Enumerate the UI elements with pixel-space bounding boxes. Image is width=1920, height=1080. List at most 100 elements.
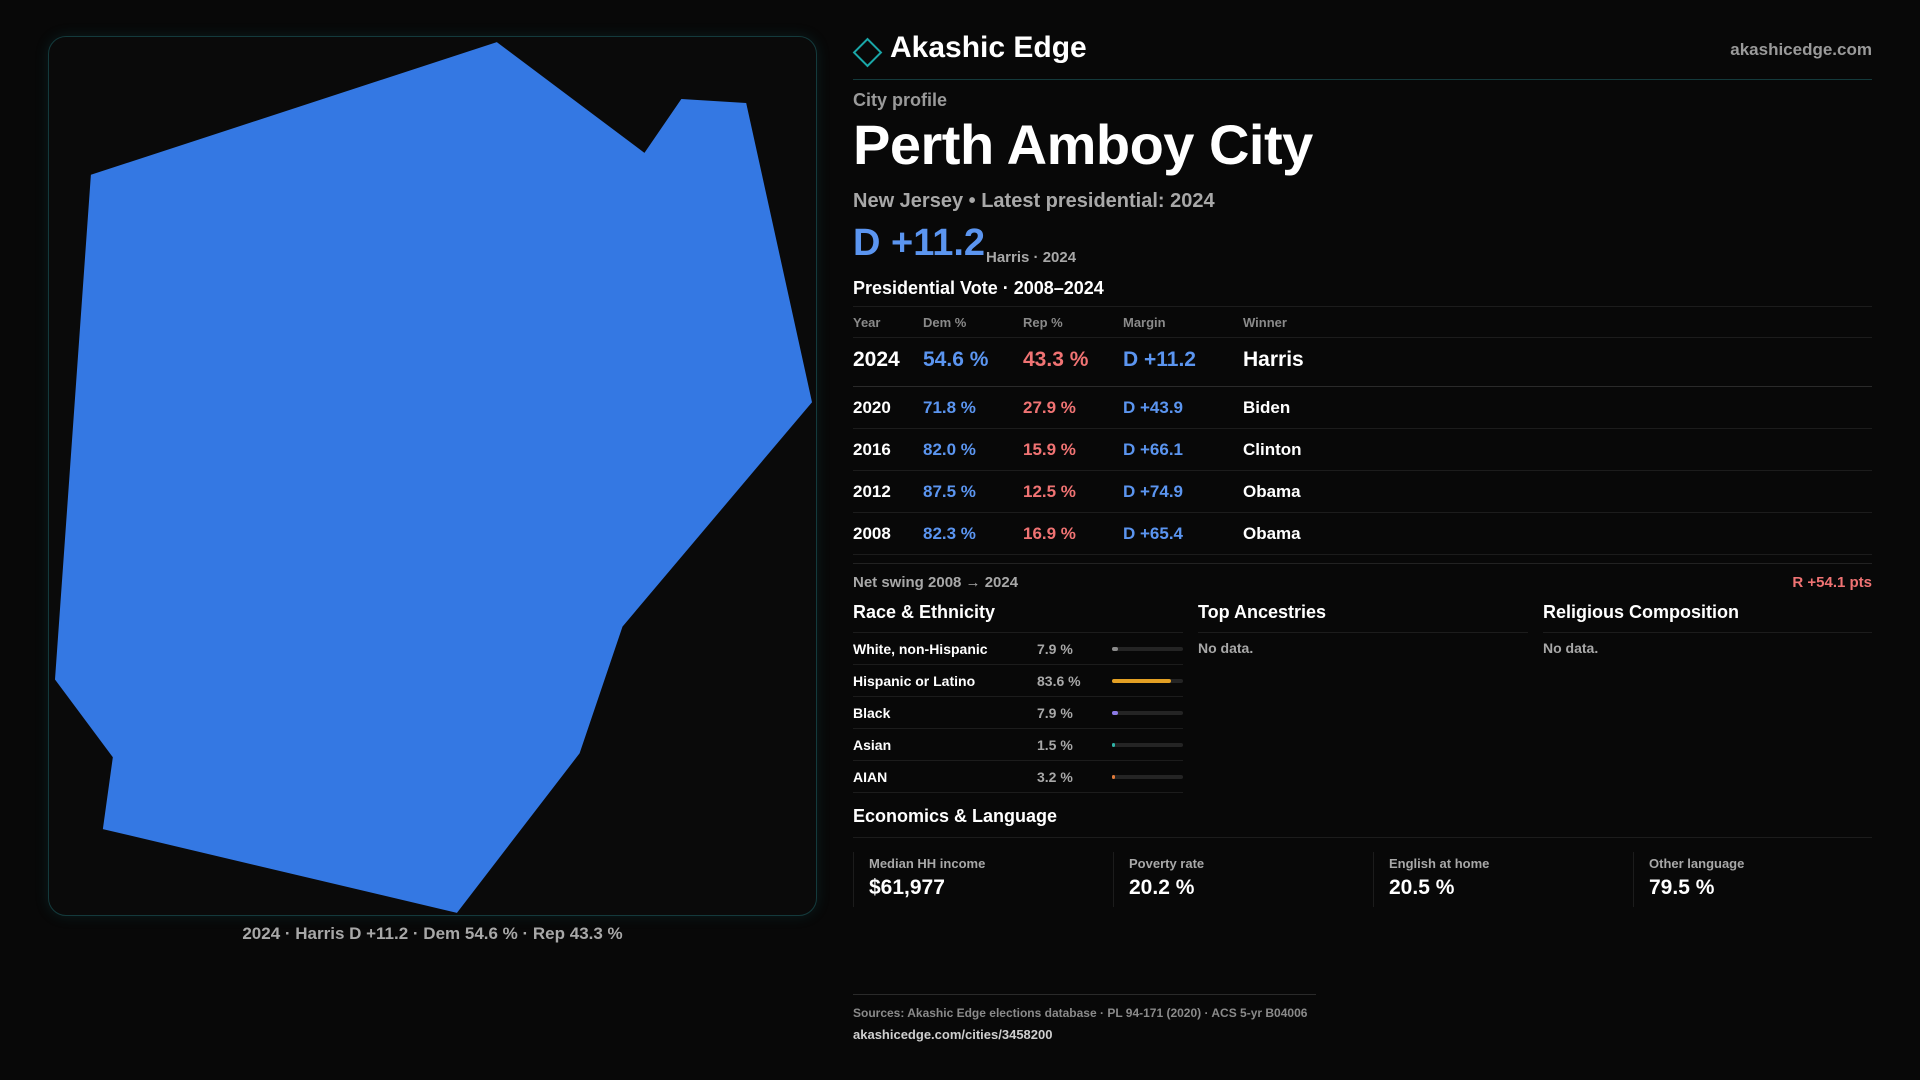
race-ethnicity-title: Race & Ethnicity	[853, 602, 996, 622]
stat-value: 20.5 %	[1389, 876, 1455, 899]
stat-label: Other language	[1649, 856, 1745, 871]
row-rep-pct: 16.9 %	[1023, 524, 1076, 543]
stat-english-at-home: English at home 20.5 %	[1373, 852, 1627, 907]
stat-other-language: Other language 79.5 %	[1633, 852, 1887, 907]
diamond-logo-icon	[852, 37, 883, 68]
economics-title: Economics & Language	[853, 806, 1058, 826]
table-header: Year Dem % Rep % Margin Winner	[853, 307, 1872, 338]
city-boundary-shape	[54, 42, 813, 913]
race-name: Hispanic or Latino	[853, 673, 976, 689]
vote-table-title: Presidential Vote · 2008–2024	[853, 278, 1104, 298]
brand-header: Akashic Edge akashicedge.com	[852, 28, 1872, 80]
race-name: Asian	[853, 737, 892, 753]
stat-label: Median HH income	[869, 856, 986, 871]
race-bar-track	[1112, 775, 1183, 779]
column-header-winner: Winner	[1243, 315, 1287, 330]
list-item: White, non-Hispanic 7.9 %	[853, 633, 1183, 665]
stat-value: 20.2 %	[1129, 876, 1195, 899]
ancestries-empty: No data.	[1198, 640, 1254, 656]
brand-name: Akashic Edge	[890, 31, 1087, 64]
stat-label: Poverty rate	[1129, 856, 1205, 871]
column-header-year: Year	[853, 315, 881, 330]
race-pct: 83.6 %	[1037, 673, 1081, 689]
table-row: 2016 82.0 % 15.9 % D +66.1 Clinton	[853, 429, 1872, 471]
profile-column: Akashic Edge akashicedge.com City profil…	[852, 0, 1872, 1080]
column-header-margin: Margin	[1123, 315, 1166, 330]
list-item: Black 7.9 %	[853, 697, 1183, 729]
column-header-dem: Dem %	[923, 315, 967, 330]
race-name: AIAN	[853, 769, 888, 785]
net-swing-row: Net swing 2008 → 2024 R +54.1 pts	[853, 563, 1872, 591]
table-row: 2020 71.8 % 27.9 % D +43.9 Biden	[853, 387, 1872, 429]
row-dem-pct: 54.6 %	[923, 348, 989, 371]
profile-kicker: City profile	[853, 90, 948, 110]
footer-sources: Sources: Akashic Edge elections database…	[853, 1006, 1308, 1020]
city-boundary-map	[54, 42, 813, 913]
table-row: 2024 54.6 % 43.3 % D +11.2 Harris	[853, 338, 1872, 387]
race-bar-fill	[1112, 647, 1118, 651]
stat-label: English at home	[1389, 856, 1490, 871]
page-title: Perth Amboy City	[853, 113, 1313, 176]
row-rep-pct: 27.9 %	[1023, 398, 1076, 417]
religion-empty: No data.	[1543, 640, 1599, 656]
row-winner: Obama	[1243, 524, 1301, 543]
brand-url-link[interactable]: akashicedge.com	[1730, 40, 1872, 59]
column-header-rep: Rep %	[1023, 315, 1063, 330]
race-bar-track	[1112, 679, 1183, 683]
row-rep-pct: 15.9 %	[1023, 440, 1076, 459]
table-row: 2008 82.3 % 16.9 % D +65.4 Obama	[853, 513, 1872, 555]
row-rep-pct: 43.3 %	[1023, 348, 1089, 371]
race-bar-fill	[1112, 775, 1115, 779]
footer-url-link[interactable]: akashicedge.com/cities/3458200	[853, 1027, 1053, 1042]
row-year: 2012	[853, 482, 891, 501]
row-winner: Biden	[1243, 398, 1291, 417]
latest-margin-note: Harris · 2024	[986, 249, 1077, 266]
row-rep-pct: 12.5 %	[1023, 482, 1076, 501]
stat-value: $61,977	[869, 876, 945, 899]
row-dem-pct: 82.0 %	[923, 440, 976, 459]
stat-poverty-rate: Poverty rate 20.2 %	[1113, 852, 1367, 907]
list-item: Asian 1.5 %	[853, 729, 1183, 761]
race-bar-fill	[1112, 679, 1172, 683]
race-pct: 7.9 %	[1037, 705, 1073, 721]
row-dem-pct: 71.8 %	[923, 398, 976, 417]
footer: Sources: Akashic Edge elections database…	[853, 994, 1316, 1042]
divider	[1198, 632, 1528, 633]
race-bar-fill	[1112, 711, 1118, 715]
row-year: 2024	[853, 348, 900, 371]
ancestries-title: Top Ancestries	[1198, 602, 1327, 622]
row-year: 2008	[853, 524, 891, 543]
net-swing-value: R +54.1 pts	[1792, 574, 1872, 591]
row-margin: D +66.1	[1123, 440, 1184, 459]
row-winner: Clinton	[1243, 440, 1302, 459]
latest-margin: D +11.2	[853, 222, 986, 264]
profile-subtitle: New Jersey • Latest presidential: 2024	[853, 190, 1215, 212]
race-pct: 1.5 %	[1037, 737, 1073, 753]
divider	[1543, 632, 1872, 633]
race-bar-fill	[1112, 743, 1115, 747]
race-bar-track	[1112, 743, 1183, 747]
race-pct: 3.2 %	[1037, 769, 1073, 785]
row-year: 2016	[853, 440, 891, 459]
race-name: Black	[853, 705, 891, 721]
row-margin: D +74.9	[1123, 482, 1184, 501]
race-bar-track	[1112, 711, 1183, 715]
economics-stats: Median HH income $61,977 Poverty rate 20…	[853, 852, 1872, 907]
list-item: Hispanic or Latino 83.6 %	[853, 665, 1183, 697]
race-bar-track	[1112, 647, 1183, 651]
row-dem-pct: 87.5 %	[923, 482, 976, 501]
row-dem-pct: 82.3 %	[923, 524, 976, 543]
race-pct: 7.9 %	[1037, 641, 1073, 657]
list-item: AIAN 3.2 %	[853, 761, 1183, 793]
row-margin: D +43.9	[1123, 398, 1184, 417]
map-caption: 2024 · Harris D +11.2 · Dem 54.6 % · Rep…	[242, 924, 623, 943]
religion-title: Religious Composition	[1543, 602, 1739, 622]
city-map-panel	[48, 36, 817, 916]
divider	[853, 837, 1872, 838]
presidential-vote-table: Year Dem % Rep % Margin Winner 2024 54.6…	[853, 306, 1872, 555]
row-year: 2020	[853, 398, 891, 417]
net-swing-label: Net swing 2008 → 2024	[853, 574, 1019, 591]
row-margin: D +11.2	[1123, 348, 1196, 371]
row-winner: Obama	[1243, 482, 1301, 501]
race-list: White, non-Hispanic 7.9 % Hispanic or La…	[853, 632, 1183, 793]
